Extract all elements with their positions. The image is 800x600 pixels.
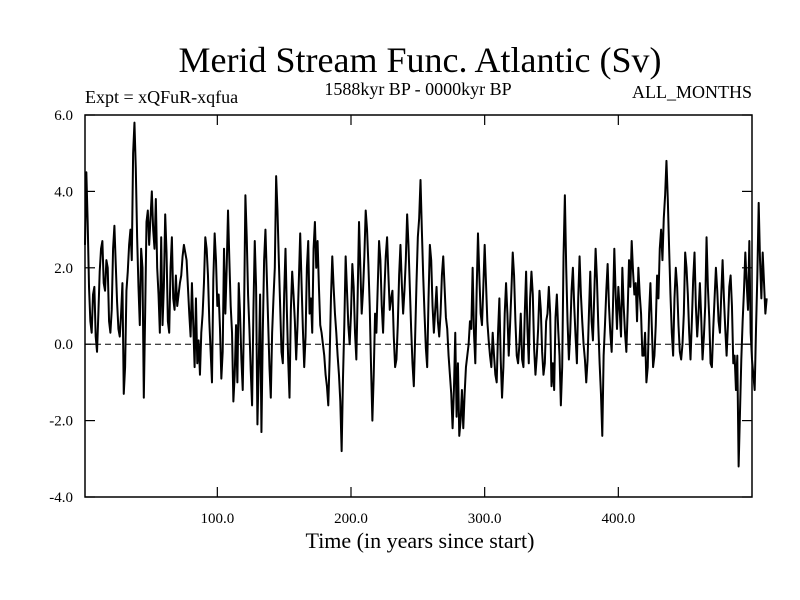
months-label: ALL_MONTHS: [632, 82, 752, 102]
y-tick-label: 2.0: [54, 261, 73, 277]
experiment-label: Expt = xQFuR-xqfua: [85, 87, 238, 107]
time-range-label: 1588kyr BP - 0000kyr BP: [324, 79, 511, 99]
x-tick-label: 300.0: [468, 511, 502, 527]
x-tick-label: 100.0: [200, 511, 234, 527]
x-axis: 100.0 200.0 300.0 400.0: [200, 115, 635, 527]
plot-frame: [84, 114, 753, 498]
y-axis: -4.0 -2.0 0.0 2.0 4.0 6.0: [49, 108, 752, 506]
x-tick-label: 400.0: [601, 511, 635, 527]
series-line: [84, 121, 768, 468]
y-tick-label: 6.0: [54, 108, 73, 124]
chart-title: Merid Stream Func. Atlantic (Sv): [179, 40, 662, 80]
y-tick-label: -2.0: [49, 414, 73, 430]
y-tick-label: 4.0: [54, 184, 73, 200]
y-tick-label: -4.0: [49, 490, 73, 506]
x-tick-label: 200.0: [334, 511, 368, 527]
x-axis-label: Time (in years since start): [306, 528, 535, 553]
y-tick-label: 0.0: [54, 337, 73, 353]
